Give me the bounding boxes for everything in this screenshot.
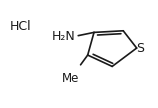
Text: HCl: HCl [10, 21, 31, 33]
Text: H₂N: H₂N [51, 30, 75, 43]
Text: Me: Me [62, 72, 79, 85]
Text: S: S [136, 42, 144, 55]
